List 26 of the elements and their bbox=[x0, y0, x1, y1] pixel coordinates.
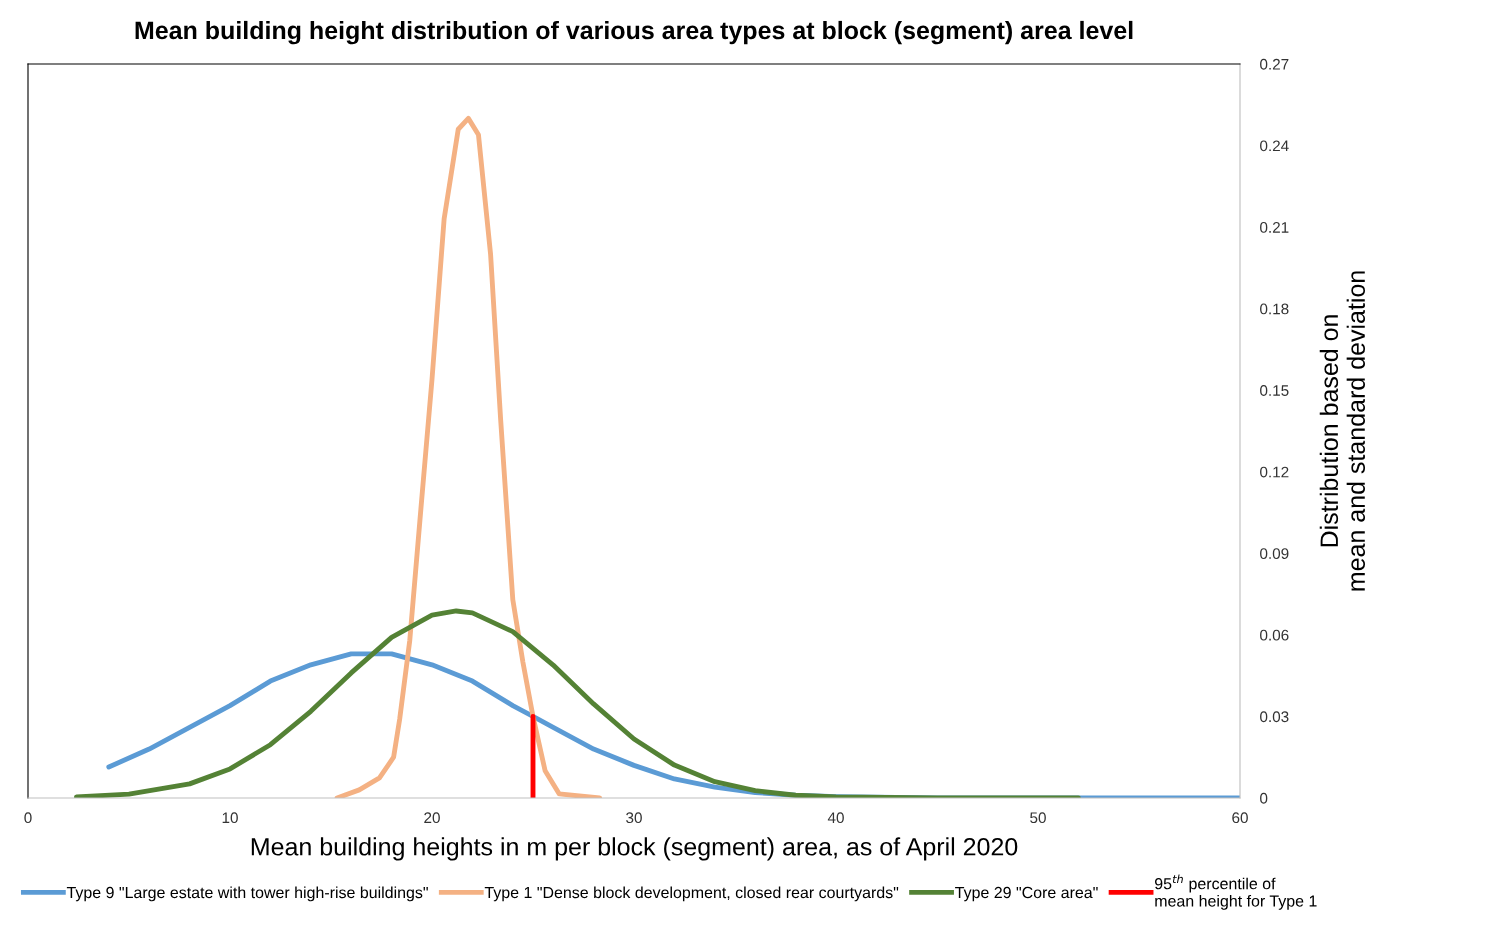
legend-label: 95$^{th}$ percentile of mean height for Type 1 bbox=[1154, 874, 1317, 910]
y-tick-label: 0.06 bbox=[1260, 629, 1289, 641]
legend-label: Type 1 "Dense block development, closed rear courtyards" bbox=[484, 886, 899, 902]
line-series bbox=[74, 608, 1081, 798]
x-tick-label: 40 bbox=[827, 812, 844, 824]
y-tick-label: 0.24 bbox=[1260, 140, 1289, 152]
y-tick-label: 0.03 bbox=[1260, 711, 1289, 723]
x-tick-label: 20 bbox=[424, 812, 440, 824]
x-tick-label: 50 bbox=[1030, 812, 1046, 824]
y-tick-label: 0.09 bbox=[1260, 548, 1289, 560]
legend-label: Type 29 "Core area" bbox=[955, 886, 1098, 902]
x-axis-title: Mean building heights in m per block (segment) area, as of April 2020 bbox=[251, 837, 1018, 861]
x-tick-label: 60 bbox=[1232, 812, 1248, 824]
y-tick-label: 0.12 bbox=[1260, 466, 1289, 478]
x-tick-label: 30 bbox=[626, 812, 642, 824]
y-tick-label: 0.27 bbox=[1260, 58, 1289, 70]
y-tick-label: 0.15 bbox=[1260, 385, 1289, 396]
legend-label: Type 9 "Large estate with tower high-rise buildings" bbox=[66, 886, 428, 902]
x-tick-label: 0 bbox=[24, 812, 32, 824]
y-tick-label: 0.21 bbox=[1260, 221, 1289, 233]
x-tick-label: 10 bbox=[222, 812, 238, 824]
y-tick-label: 0 bbox=[1260, 792, 1268, 804]
chart-title: Mean building height distribution of various area types at block (segment) area level bbox=[135, 20, 1133, 45]
y-axis-title: Distribution based on mean and standard deviation bbox=[1319, 271, 1366, 591]
line-series bbox=[334, 115, 603, 798]
y-tick-label: 0.18 bbox=[1260, 303, 1289, 315]
